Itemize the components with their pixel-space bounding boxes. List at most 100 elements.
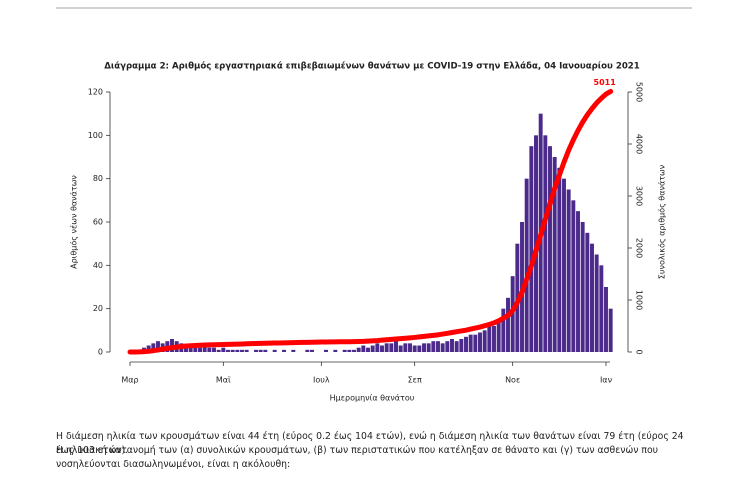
bar <box>347 349 352 352</box>
bar <box>604 287 608 352</box>
bar <box>436 341 440 352</box>
bar <box>324 349 328 352</box>
x-tick-label: Μαρ <box>121 376 138 385</box>
bar <box>417 345 422 352</box>
y-tick-label: 100 <box>88 131 103 140</box>
bar <box>543 135 548 352</box>
bar <box>198 347 202 352</box>
bar <box>375 343 380 352</box>
bar <box>389 343 394 352</box>
chart: Διάγραμμα 2: Αριθμός εργαστηριακά επιβεβ… <box>56 7 692 403</box>
bar <box>566 189 571 352</box>
y-axis-label: Αριθμός νέων θανάτων <box>69 175 79 269</box>
bar <box>478 332 482 352</box>
y2-tick-label: 5000 <box>635 82 644 102</box>
y2-axis-label: Συνολικός αριθμός θανάτων <box>657 164 667 279</box>
x-tick-label: Ιουλ <box>313 376 330 385</box>
bar <box>548 146 552 352</box>
data-label: 5011 <box>594 78 617 87</box>
bar <box>422 343 426 352</box>
bar <box>244 349 249 352</box>
x-tick-label: Ιαν <box>600 376 613 385</box>
bar <box>501 308 506 352</box>
x-tick-label: Μαϊ <box>216 376 231 385</box>
bar <box>216 349 221 352</box>
paragraph: Η διάμεση ηλικία των κρουσμάτων είναι 44… <box>56 431 684 456</box>
bar <box>226 349 230 352</box>
bar <box>408 343 412 352</box>
y2-tick-label: 1000 <box>635 290 644 310</box>
y2-tick-label: 3000 <box>635 186 644 206</box>
bar <box>590 243 594 352</box>
bar <box>482 330 487 352</box>
bar <box>529 146 534 352</box>
bar <box>450 339 454 352</box>
bar <box>445 341 450 352</box>
bar <box>580 222 585 352</box>
bar <box>254 349 258 352</box>
bar <box>366 347 370 352</box>
bar <box>156 341 160 352</box>
bar <box>380 345 384 352</box>
bar <box>459 339 464 352</box>
bar <box>184 345 188 352</box>
bar <box>342 349 347 352</box>
bar <box>240 349 244 352</box>
bar <box>524 178 529 352</box>
y-tick-label: 0 <box>98 348 103 357</box>
bar <box>272 349 277 352</box>
y2-tick-label: 4000 <box>635 134 644 154</box>
bar <box>440 343 445 352</box>
bar <box>594 254 599 352</box>
bar <box>464 336 468 352</box>
bar <box>263 349 268 352</box>
bar <box>599 265 604 352</box>
bar <box>394 341 398 352</box>
bar <box>333 349 338 352</box>
bar <box>384 343 389 352</box>
bar <box>492 326 496 352</box>
bar <box>562 178 566 352</box>
y-tick-label: 60 <box>93 218 103 227</box>
bar <box>585 232 590 352</box>
bar <box>212 347 216 352</box>
x-tick-label: Σεπ <box>408 376 422 385</box>
bar <box>356 347 361 352</box>
bar <box>305 349 310 352</box>
bar <box>468 334 473 352</box>
bar <box>576 211 580 352</box>
bar <box>151 343 156 352</box>
x-tick-label: Νοε <box>505 376 520 385</box>
y-tick-label: 40 <box>93 261 103 270</box>
y2-tick-label: 0 <box>635 349 644 354</box>
bar <box>496 319 501 352</box>
bar <box>361 345 366 352</box>
bar <box>291 349 296 352</box>
bar <box>487 326 492 352</box>
bar <box>258 349 263 352</box>
bar <box>398 345 403 352</box>
bar <box>370 345 375 352</box>
bar <box>310 349 314 352</box>
bar <box>202 345 207 352</box>
y-tick-label: 80 <box>93 174 103 183</box>
bar <box>557 167 562 352</box>
bar <box>426 343 431 352</box>
bar <box>193 347 198 352</box>
y2-tick-label: 2000 <box>635 238 644 258</box>
bar <box>403 343 408 352</box>
bar <box>552 157 557 352</box>
bar <box>412 345 417 352</box>
bar <box>207 347 212 352</box>
bar <box>506 297 510 352</box>
bar <box>571 200 576 352</box>
bar <box>431 341 436 352</box>
y-tick-label: 20 <box>93 304 103 313</box>
bar <box>188 345 193 352</box>
paragraph: Η ηλικιακή κατανομή των (α) συνολικών κρ… <box>56 445 659 470</box>
bar <box>473 334 478 352</box>
y-tick-label: 120 <box>88 88 103 97</box>
chart-title: Διάγραμμα 2: Αριθμός εργαστηριακά επιβεβ… <box>104 61 640 72</box>
bar <box>221 347 226 352</box>
